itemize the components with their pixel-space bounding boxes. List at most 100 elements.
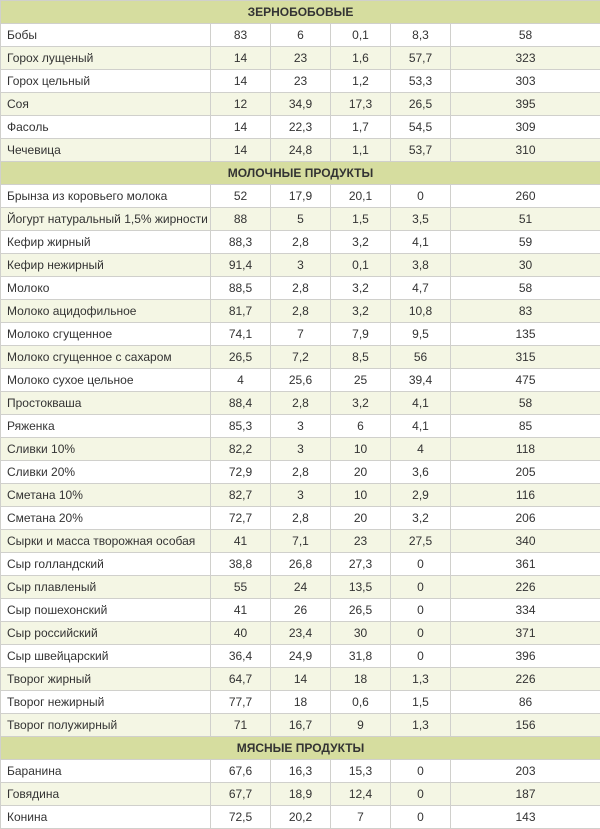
- section-header: МОЛОЧНЫЕ ПРОДУКТЫ: [1, 162, 600, 185]
- product-name-cell: Молоко сухое цельное: [1, 369, 211, 392]
- value-cell: 0: [391, 576, 451, 599]
- table-row: Горох цельный14231,253,3303: [1, 70, 600, 93]
- value-cell: 17,3: [331, 93, 391, 116]
- value-cell: 30: [331, 622, 391, 645]
- value-cell: 18: [271, 691, 331, 714]
- product-name-cell: Горох цельный: [1, 70, 211, 93]
- value-cell: 20: [331, 461, 391, 484]
- value-cell: 74,1: [211, 323, 271, 346]
- product-name-cell: Говядина: [1, 783, 211, 806]
- value-cell: 16,7: [271, 714, 331, 737]
- value-cell: 81,7: [211, 300, 271, 323]
- table-row: Молоко сухое цельное425,62539,4475: [1, 369, 600, 392]
- value-cell: 4: [211, 369, 271, 392]
- value-cell: 4,1: [391, 392, 451, 415]
- value-cell: 226: [451, 576, 600, 599]
- table-row: Молоко88,52,83,24,758: [1, 277, 600, 300]
- value-cell: 24,9: [271, 645, 331, 668]
- value-cell: 4,1: [391, 415, 451, 438]
- product-name-cell: Молоко сгущенное с сахаром: [1, 346, 211, 369]
- product-name-cell: Соя: [1, 93, 211, 116]
- value-cell: 38,8: [211, 553, 271, 576]
- table-row: Сырки и масса творожная особая417,12327,…: [1, 530, 600, 553]
- value-cell: 206: [451, 507, 600, 530]
- value-cell: 85,3: [211, 415, 271, 438]
- value-cell: 31,8: [331, 645, 391, 668]
- value-cell: 0: [391, 553, 451, 576]
- value-cell: 1,7: [331, 116, 391, 139]
- table-row: Говядина67,718,912,40187: [1, 783, 600, 806]
- table-row: Чечевица1424,81,153,7310: [1, 139, 600, 162]
- value-cell: 22,3: [271, 116, 331, 139]
- value-cell: 116: [451, 484, 600, 507]
- value-cell: 27,5: [391, 530, 451, 553]
- table-row: Кефир нежирный91,430,13,830: [1, 254, 600, 277]
- table-row: Простокваша88,42,83,24,158: [1, 392, 600, 415]
- value-cell: 323: [451, 47, 600, 70]
- product-name-cell: Сыр голландский: [1, 553, 211, 576]
- table-row: Йогурт натуральный 1,5% жирности8851,53,…: [1, 208, 600, 231]
- section-header: МЯСНЫЕ ПРОДУКТЫ: [1, 737, 600, 760]
- product-name-cell: Сметана 10%: [1, 484, 211, 507]
- value-cell: 371: [451, 622, 600, 645]
- value-cell: 2,9: [391, 484, 451, 507]
- value-cell: 59: [451, 231, 600, 254]
- value-cell: 3: [271, 415, 331, 438]
- table-row: Сыр швейцарский36,424,931,80396: [1, 645, 600, 668]
- value-cell: 8,3: [391, 24, 451, 47]
- value-cell: 56: [391, 346, 451, 369]
- value-cell: 2,8: [271, 507, 331, 530]
- value-cell: 18,9: [271, 783, 331, 806]
- value-cell: 26,8: [271, 553, 331, 576]
- value-cell: 226: [451, 668, 600, 691]
- value-cell: 88,4: [211, 392, 271, 415]
- product-name-cell: Сметана 20%: [1, 507, 211, 530]
- value-cell: 118: [451, 438, 600, 461]
- value-cell: 3,2: [331, 392, 391, 415]
- section-title: МОЛОЧНЫЕ ПРОДУКТЫ: [1, 162, 600, 185]
- value-cell: 3,6: [391, 461, 451, 484]
- value-cell: 39,4: [391, 369, 451, 392]
- value-cell: 77,7: [211, 691, 271, 714]
- value-cell: 5: [271, 208, 331, 231]
- value-cell: 310: [451, 139, 600, 162]
- product-name-cell: Молоко: [1, 277, 211, 300]
- value-cell: 0: [391, 622, 451, 645]
- value-cell: 8,5: [331, 346, 391, 369]
- value-cell: 12: [211, 93, 271, 116]
- value-cell: 10,8: [391, 300, 451, 323]
- value-cell: 41: [211, 530, 271, 553]
- value-cell: 303: [451, 70, 600, 93]
- value-cell: 12,4: [331, 783, 391, 806]
- value-cell: 2,8: [271, 392, 331, 415]
- value-cell: 14: [211, 47, 271, 70]
- value-cell: 4: [391, 438, 451, 461]
- value-cell: 334: [451, 599, 600, 622]
- table-row: Сыр голландский38,826,827,30361: [1, 553, 600, 576]
- value-cell: 3: [271, 438, 331, 461]
- product-name-cell: Сыр плавленый: [1, 576, 211, 599]
- value-cell: 0: [391, 783, 451, 806]
- value-cell: 2,8: [271, 300, 331, 323]
- value-cell: 53,3: [391, 70, 451, 93]
- product-name-cell: Горох лущеный: [1, 47, 211, 70]
- value-cell: 2,8: [271, 277, 331, 300]
- value-cell: 2,8: [271, 461, 331, 484]
- value-cell: 88,3: [211, 231, 271, 254]
- value-cell: 26,5: [211, 346, 271, 369]
- value-cell: 9: [331, 714, 391, 737]
- value-cell: 6: [331, 415, 391, 438]
- value-cell: 27,3: [331, 553, 391, 576]
- table-row: Баранина67,616,315,30203: [1, 760, 600, 783]
- value-cell: 0: [391, 599, 451, 622]
- value-cell: 1,2: [331, 70, 391, 93]
- value-cell: 3,2: [331, 300, 391, 323]
- value-cell: 16,3: [271, 760, 331, 783]
- value-cell: 3,2: [331, 277, 391, 300]
- value-cell: 309: [451, 116, 600, 139]
- value-cell: 315: [451, 346, 600, 369]
- value-cell: 1,5: [391, 691, 451, 714]
- value-cell: 2,8: [271, 231, 331, 254]
- value-cell: 26: [271, 599, 331, 622]
- product-name-cell: Простокваша: [1, 392, 211, 415]
